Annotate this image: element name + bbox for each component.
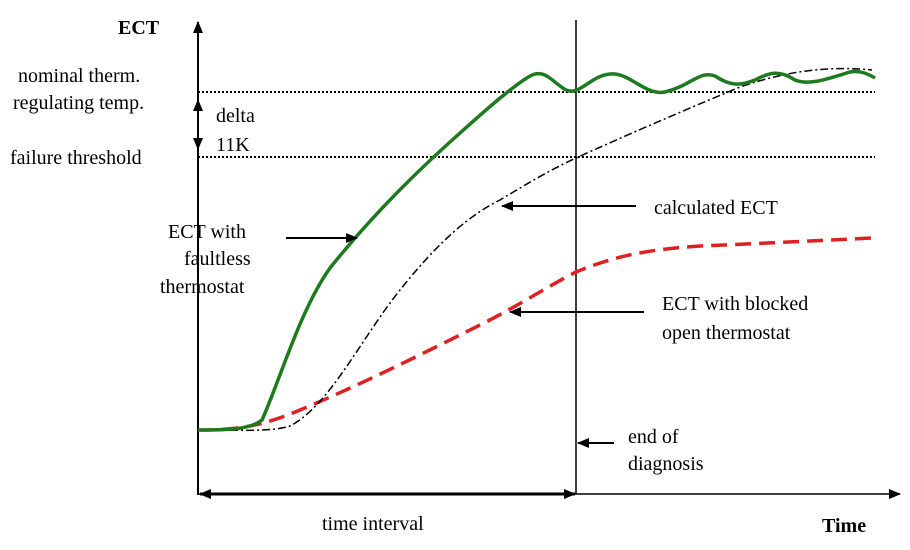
faultless-label-line3: thermostat — [160, 276, 245, 298]
delta-label: delta — [216, 105, 255, 127]
blocked-label-line2: open thermostat — [662, 322, 791, 344]
faultless-label-line1: ECT with — [168, 221, 246, 243]
nominal-temp-label-line1: nominal therm. — [18, 65, 140, 87]
end-of-diagnosis-label-line1: end of — [628, 426, 679, 448]
curve-faultless-thermostat — [197, 69, 876, 432]
curve-calculated-ect — [197, 67, 873, 432]
curve-blocked-open-thermostat — [197, 236, 873, 432]
faultless-label-line2: faultless — [184, 248, 251, 270]
y-axis-title: ECT — [118, 17, 160, 39]
nominal-temp-label-line2: regulating temp. — [13, 92, 144, 114]
blocked-label-line1: ECT with blocked — [662, 293, 808, 315]
time-interval-label: time interval — [322, 513, 424, 535]
x-axis-title: Time — [822, 515, 866, 537]
end-of-diagnosis-label-line2: diagnosis — [628, 453, 704, 475]
delta-value: 11K — [216, 134, 250, 156]
calculated-ect-label: calculated ECT — [654, 197, 778, 219]
failure-threshold-label: failure threshold — [10, 147, 142, 169]
